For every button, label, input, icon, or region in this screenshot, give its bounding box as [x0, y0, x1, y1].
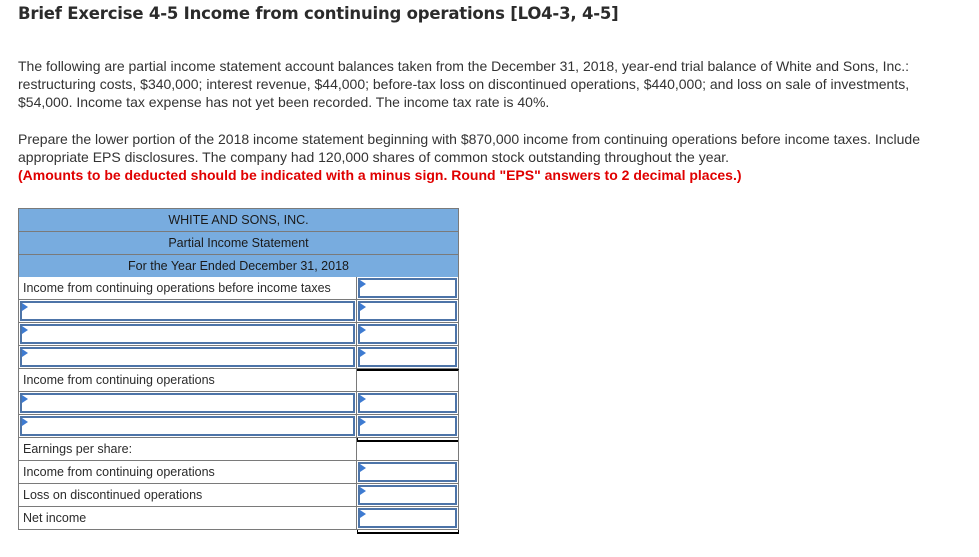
label-cell	[18, 300, 357, 323]
statement-title-header: Partial Income Statement	[18, 231, 459, 254]
eps-input-box[interactable]	[358, 462, 457, 482]
page-title: Brief Exercise 4-5 Income from continuin…	[18, 4, 619, 23]
eps-heading: Earnings per share:	[18, 438, 357, 461]
label-input-box[interactable]	[20, 393, 355, 414]
amount-cell	[357, 392, 459, 415]
input-flag-icon	[360, 395, 366, 403]
label-input[interactable]	[22, 421, 353, 437]
problem-instructions: Prepare the lower portion of the 2018 in…	[18, 130, 948, 184]
table-row	[18, 392, 459, 415]
eps-input-box[interactable]	[358, 485, 457, 505]
label-input-box[interactable]	[20, 347, 355, 368]
row-label: Income from continuing operations	[18, 461, 357, 484]
row-label: Income from continuing operations before…	[18, 277, 357, 300]
input-flag-icon	[360, 280, 366, 288]
amount-input[interactable]	[360, 395, 455, 411]
amount-cell	[357, 461, 459, 484]
problem-description: The following are partial income stateme…	[18, 58, 910, 110]
label-cell	[18, 346, 357, 369]
dropdown-flag-icon	[22, 395, 28, 403]
amount-cell	[357, 346, 459, 369]
company-name-header: WHITE AND SONS, INC.	[18, 208, 459, 231]
table-row: Loss on discontinued operations	[18, 484, 459, 507]
amount-input[interactable]	[360, 303, 455, 319]
empty-amount-cell	[357, 438, 459, 461]
amount-cell	[357, 484, 459, 507]
table-row: Net income	[18, 507, 459, 530]
input-flag-icon	[360, 510, 366, 518]
label-input-box[interactable]	[20, 301, 355, 322]
amount-input-box[interactable]	[358, 347, 457, 367]
input-flag-icon	[360, 418, 366, 426]
amount-input-box[interactable]	[358, 393, 457, 413]
label-input[interactable]	[22, 352, 353, 368]
dropdown-flag-icon	[22, 418, 28, 426]
label-input-box[interactable]	[20, 416, 355, 437]
label-input[interactable]	[22, 306, 353, 322]
dropdown-flag-icon	[22, 349, 28, 357]
label-input[interactable]	[22, 329, 353, 345]
row-label: Loss on discontinued operations	[18, 484, 357, 507]
eps-continuing-input[interactable]	[360, 464, 455, 480]
amount-input[interactable]	[360, 349, 455, 365]
input-flag-icon	[360, 303, 366, 311]
amount-input-box[interactable]	[358, 301, 457, 321]
amount-cell	[357, 507, 459, 530]
label-cell	[18, 392, 357, 415]
amount-input[interactable]	[360, 326, 455, 342]
dropdown-flag-icon	[22, 303, 28, 311]
table-row	[18, 415, 459, 438]
eps-net-income-input[interactable]	[360, 510, 455, 526]
amount-cell	[357, 323, 459, 346]
table-row	[18, 323, 459, 346]
amount-input[interactable]	[360, 418, 455, 434]
amount-input[interactable]	[360, 280, 455, 296]
amount-cell	[357, 415, 459, 438]
row-label: Net income	[18, 507, 357, 530]
dropdown-flag-icon	[22, 326, 28, 334]
table-row	[18, 346, 459, 369]
label-input[interactable]	[22, 398, 353, 414]
label-cell	[18, 323, 357, 346]
rounding-warning: (Amounts to be deducted should be indica…	[18, 167, 742, 183]
eps-discontinued-input[interactable]	[360, 487, 455, 503]
amount-input-box[interactable]	[358, 416, 457, 436]
input-flag-icon	[360, 487, 366, 495]
amount-cell	[357, 300, 459, 323]
income-statement-table: WHITE AND SONS, INC. Partial Income Stat…	[18, 208, 459, 530]
table-row	[18, 300, 459, 323]
instructions-text: Prepare the lower portion of the 2018 in…	[18, 131, 920, 165]
table-row: Income from continuing operations	[18, 461, 459, 484]
amount-input-box[interactable]	[358, 278, 457, 298]
table-row: Income from continuing operations	[18, 369, 459, 392]
input-flag-icon	[360, 464, 366, 472]
input-flag-icon	[360, 326, 366, 334]
label-input-box[interactable]	[20, 324, 355, 345]
amount-cell	[357, 277, 459, 300]
table-row: Income from continuing operations before…	[18, 277, 459, 300]
subtotal-amount-cell	[357, 369, 459, 392]
amount-input-box[interactable]	[358, 324, 457, 344]
table-row: Earnings per share:	[18, 438, 459, 461]
label-cell	[18, 415, 357, 438]
eps-input-box[interactable]	[358, 508, 457, 528]
input-flag-icon	[360, 349, 366, 357]
row-label: Income from continuing operations	[18, 369, 357, 392]
period-header: For the Year Ended December 31, 2018	[18, 254, 459, 277]
